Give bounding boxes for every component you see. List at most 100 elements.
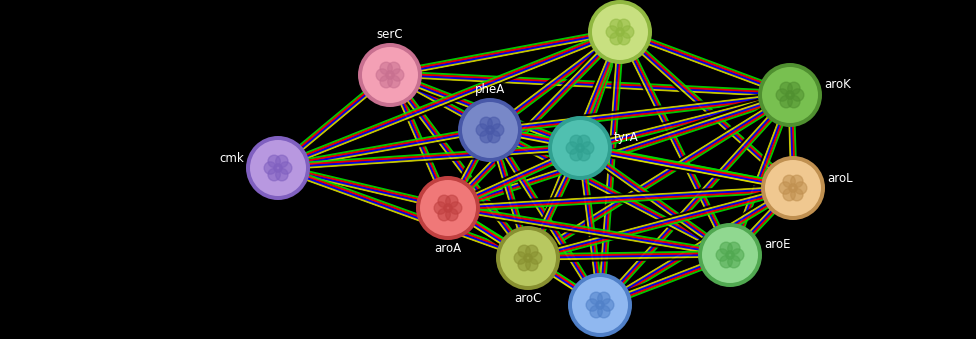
Circle shape — [434, 202, 446, 214]
Circle shape — [783, 188, 795, 201]
Text: serC: serC — [377, 28, 403, 41]
Circle shape — [362, 47, 418, 103]
Circle shape — [726, 251, 734, 259]
Circle shape — [780, 82, 793, 95]
Circle shape — [783, 175, 795, 187]
Circle shape — [438, 195, 450, 207]
Circle shape — [788, 96, 800, 108]
Circle shape — [492, 124, 504, 136]
Circle shape — [274, 164, 282, 172]
Circle shape — [250, 140, 306, 196]
Text: tyrA: tyrA — [614, 132, 638, 144]
Circle shape — [496, 226, 560, 290]
Circle shape — [610, 19, 623, 32]
Circle shape — [590, 292, 602, 304]
Circle shape — [606, 26, 619, 38]
Circle shape — [279, 162, 292, 174]
Circle shape — [416, 176, 480, 240]
Circle shape — [789, 184, 797, 192]
Circle shape — [590, 305, 602, 318]
Circle shape — [788, 82, 800, 95]
Circle shape — [387, 76, 400, 88]
Circle shape — [380, 76, 392, 88]
Circle shape — [566, 142, 579, 154]
Circle shape — [438, 208, 450, 221]
Circle shape — [791, 175, 803, 187]
Circle shape — [391, 69, 404, 81]
Circle shape — [616, 28, 625, 36]
Text: cmk: cmk — [220, 152, 244, 164]
Circle shape — [380, 62, 392, 75]
Circle shape — [728, 256, 740, 268]
Circle shape — [518, 245, 530, 258]
Circle shape — [572, 277, 628, 333]
Circle shape — [595, 301, 604, 309]
Circle shape — [618, 19, 630, 32]
Circle shape — [791, 188, 803, 201]
Circle shape — [488, 117, 500, 129]
Circle shape — [446, 195, 458, 207]
Circle shape — [480, 117, 492, 129]
Circle shape — [728, 242, 740, 255]
Text: aroK: aroK — [824, 79, 851, 92]
Circle shape — [732, 249, 744, 261]
Circle shape — [794, 182, 807, 194]
Circle shape — [576, 144, 585, 152]
Circle shape — [514, 252, 526, 264]
Circle shape — [444, 204, 452, 212]
Circle shape — [597, 305, 610, 318]
Circle shape — [526, 245, 538, 258]
Circle shape — [570, 148, 583, 161]
Circle shape — [387, 62, 400, 75]
Circle shape — [761, 156, 825, 220]
Circle shape — [780, 96, 793, 108]
Circle shape — [720, 256, 732, 268]
Circle shape — [530, 252, 542, 264]
Circle shape — [518, 259, 530, 271]
Circle shape — [618, 33, 630, 45]
Circle shape — [588, 0, 652, 64]
Circle shape — [762, 67, 818, 123]
Text: pheA: pheA — [475, 83, 506, 96]
Circle shape — [268, 155, 280, 167]
Circle shape — [720, 242, 732, 255]
Circle shape — [458, 98, 522, 162]
Circle shape — [524, 254, 532, 262]
Circle shape — [358, 43, 422, 107]
Circle shape — [275, 168, 288, 181]
Circle shape — [792, 89, 804, 101]
Circle shape — [570, 135, 583, 147]
Circle shape — [526, 259, 538, 271]
Text: aroA: aroA — [434, 242, 462, 255]
Circle shape — [578, 148, 590, 161]
Circle shape — [462, 102, 518, 158]
Circle shape — [758, 63, 822, 127]
Circle shape — [488, 131, 500, 143]
Circle shape — [446, 208, 458, 221]
Circle shape — [582, 142, 593, 154]
Circle shape — [698, 223, 762, 287]
Circle shape — [779, 182, 792, 194]
Text: aroC: aroC — [514, 292, 542, 305]
Circle shape — [500, 230, 556, 286]
Text: aroL: aroL — [827, 172, 853, 184]
Circle shape — [610, 33, 623, 45]
Circle shape — [587, 299, 598, 311]
Circle shape — [486, 126, 494, 134]
Circle shape — [386, 71, 394, 79]
Circle shape — [776, 89, 789, 101]
Circle shape — [264, 162, 276, 174]
Circle shape — [476, 124, 488, 136]
Circle shape — [597, 292, 610, 304]
Circle shape — [450, 202, 462, 214]
Text: aroE: aroE — [764, 239, 791, 252]
Circle shape — [268, 168, 280, 181]
Circle shape — [578, 135, 590, 147]
Circle shape — [622, 26, 633, 38]
Circle shape — [376, 69, 388, 81]
Circle shape — [786, 91, 794, 99]
Circle shape — [702, 227, 758, 283]
Circle shape — [568, 273, 632, 337]
Circle shape — [716, 249, 728, 261]
Circle shape — [420, 180, 476, 236]
